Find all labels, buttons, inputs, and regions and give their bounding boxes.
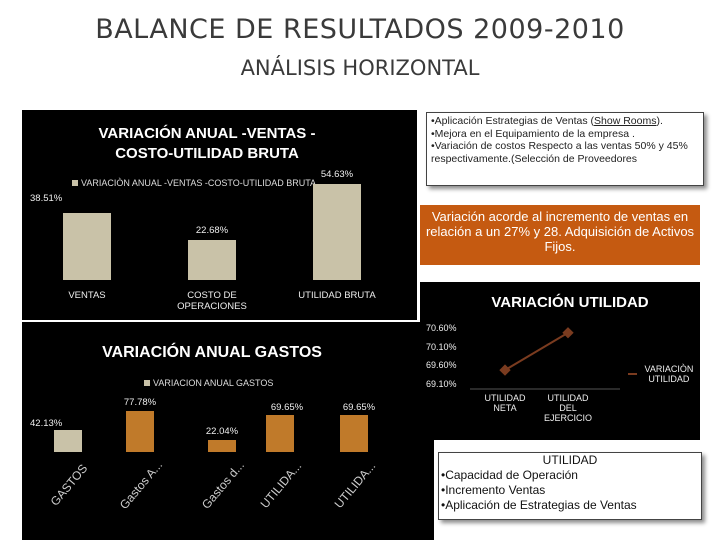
series-line: [504, 331, 569, 371]
category-label: VENTAS: [68, 290, 106, 301]
data-point: [562, 327, 574, 339]
chart-ventas-title: VARIACIÓN ANUAL -VENTAS -COSTO-UTILIDAD …: [98, 125, 316, 162]
category-label: UTILIDA...: [257, 459, 305, 511]
bar: [126, 411, 154, 452]
bar: [313, 184, 361, 280]
note-show-rooms: Show Rooms: [594, 115, 657, 127]
utilidad-note-heading: UTILIDAD: [542, 453, 598, 467]
y-tick-label: 70.10%: [426, 341, 457, 352]
legend-swatch: [628, 373, 637, 375]
utilidad-note-item-1: •Capacidad de Operación: [441, 468, 578, 482]
data-label: 22.68%: [195, 225, 229, 237]
category-label: UTILIDAD BRUTA: [298, 290, 376, 301]
chart-gastos-panel: VARIACIÓN ANUAL GASTOS VARIACION ANUAL G…: [22, 322, 434, 540]
chart-ventas-plot: 38.51% VENTAS 22.68% COSTO DE OPERACIONES 54…: [22, 110, 417, 320]
chart-ventas-panel: VARIACIÓN ANUAL -VENTAS -COSTO-UTILIDAD …: [22, 110, 417, 320]
data-point: [499, 364, 511, 376]
utilidad-note: UTILIDAD •Capacidad de Operación •Increm…: [438, 452, 702, 520]
category-label: UTILIDAD NETA: [484, 393, 526, 413]
chart-ventas-legend: VARIACIÒN ANUAL -VENTAS -COSTO-UTILIDAD …: [72, 178, 316, 188]
variation-note-text: Variación acorde al incremento de ventas…: [425, 209, 695, 254]
category-label: GASTOS: [47, 461, 91, 509]
category-label: Gastos d...: [198, 458, 248, 512]
strategy-note: •Aplicación Estrategias de Ventas (Show …: [426, 112, 704, 186]
category-label: UTILIDA...: [331, 459, 379, 511]
bar: [340, 415, 368, 452]
legend-swatch: [72, 180, 78, 186]
y-tick-label: 70.60%: [426, 323, 457, 333]
data-label: 42.13%: [30, 418, 63, 429]
bar: [54, 429, 82, 452]
legend-swatch: [144, 380, 150, 386]
chart-utilidad-legend: VARIACIÒN UTILIDAD: [628, 364, 698, 384]
legend-label: VARIACIÒN UTILIDAD: [644, 364, 694, 384]
line-chart-svg: [470, 327, 620, 390]
y-tick-label: 69.10%: [426, 379, 457, 389]
variation-note: Variación acorde al incremento de ventas…: [420, 205, 700, 265]
data-label: 38.51%: [30, 192, 63, 204]
note-line-2: •Mejora en el Equipamiento de la empresa…: [431, 127, 635, 140]
data-label: 77.78%: [123, 397, 157, 409]
note-line-1a: •Aplicación Estrategias de Ventas (: [431, 115, 595, 127]
chart-utilidad-panel: VARIACIÓN UTILIDAD 70.60% 70.10% 69.60% 69.…: [420, 282, 700, 440]
data-label: 69.65%: [342, 402, 376, 413]
chart-utilidad-plot: 70.60% 70.10% 69.60% 69.10% UTILIDAD NETA UTI…: [420, 282, 700, 440]
data-label: 69.65%: [270, 402, 304, 413]
utilidad-note-item-2: •Incremento Ventas: [441, 483, 546, 497]
chart-gastos-plot: 42.13% GASTOS 77.78% Gastos A... 22.04% Gasto…: [22, 322, 434, 540]
bar: [63, 212, 111, 280]
slide-subtitle: ANÁLISIS HORIZONTAL: [240, 56, 480, 80]
bar: [208, 440, 236, 452]
chart-gastos-title: VARIACIÓN ANUAL GASTOS: [102, 344, 322, 361]
utilidad-note-item-3: •Aplicación de Estrategias de Ventas: [441, 498, 637, 512]
note-line-1b: ).: [656, 115, 663, 127]
bar: [266, 415, 294, 452]
data-label: 54.63%: [320, 169, 354, 181]
data-label: 22.04%: [205, 426, 239, 437]
chart-ventas-legend-label: VARIACIÒN ANUAL -VENTAS -COSTO-UTILIDAD …: [81, 178, 317, 188]
bar: [188, 240, 236, 280]
category-label: Gastos A...: [116, 458, 166, 512]
chart-gastos-legend-label: VARIACION ANUAL GASTOS: [153, 378, 274, 388]
slide-title: BALANCE DE RESULTADOS 2009-2010: [95, 14, 625, 45]
category-label: COSTO DE OPERACIONES: [177, 290, 247, 312]
chart-utilidad-title: VARIACIÓN UTILIDAD: [491, 294, 649, 311]
note-line-3: •Variación de costos Respecto a las vent…: [431, 140, 688, 165]
chart-gastos-legend: VARIACION ANUAL GASTOS: [144, 378, 273, 388]
category-label: UTILIDAD DEL EJERCICIO: [543, 393, 592, 423]
y-tick-label: 69.60%: [426, 360, 457, 371]
